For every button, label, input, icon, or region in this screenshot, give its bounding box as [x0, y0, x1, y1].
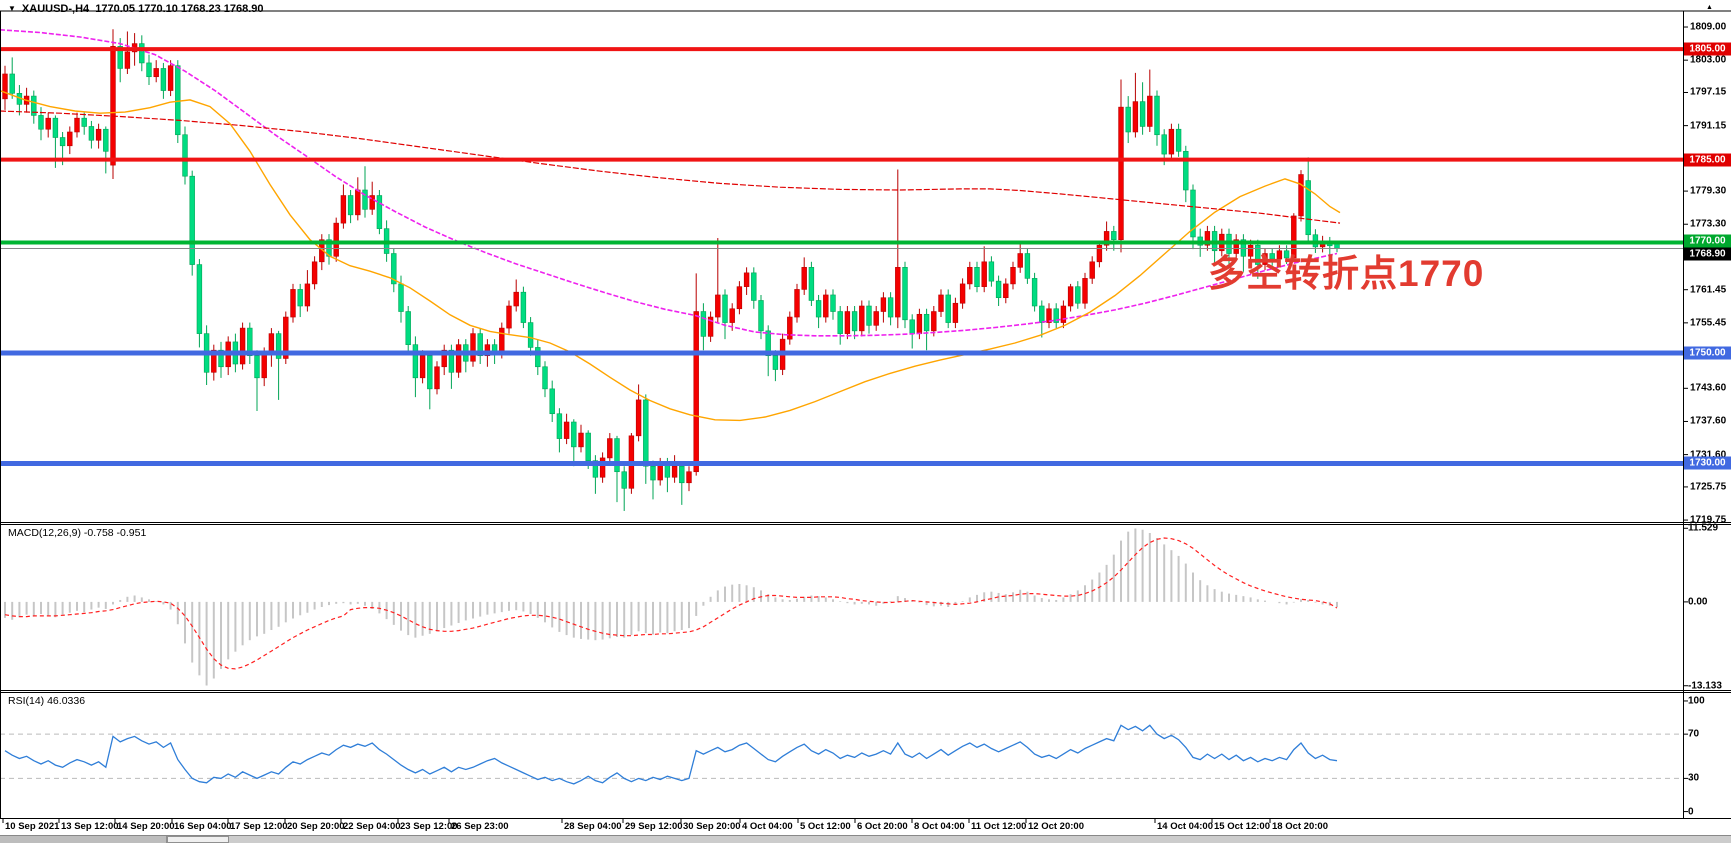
macd-indicator-label: MACD(12,26,9) -0.758 -0.951 [8, 527, 147, 539]
price-tick-label: 1731.60 [1690, 449, 1727, 461]
chart-title: ▼ XAUUSD-,H4 1770.05 1770.10 1768.23 1768… [8, 3, 264, 15]
ohlc-values: 1770.05 1770.10 1768.23 1768.90 [95, 3, 264, 15]
macd-histogram [4, 528, 1338, 686]
scrollbar-track-segment [0, 836, 167, 843]
price-tick-label: 1737.60 [1690, 415, 1727, 427]
scrollbar-thumb[interactable] [167, 836, 229, 843]
time-label: 14 Sep 20:00 [117, 821, 175, 832]
time-label: 14 Oct 04:00 [1157, 821, 1213, 832]
horizontal-scrollbar[interactable] [0, 836, 1731, 843]
ma-red-line [0, 110, 1341, 224]
rsi-tick-label: 0 [1688, 806, 1694, 818]
price-tick-label: 1743.60 [1690, 382, 1727, 394]
price-tick-label: 1761.45 [1690, 284, 1727, 296]
time-label: 6 Oct 20:00 [857, 821, 908, 832]
time-label: 11 Oct 12:00 [971, 821, 1027, 832]
price-tick-label: 1773.30 [1690, 218, 1727, 230]
price-badge[interactable]: 1768.90 [1684, 247, 1731, 261]
time-label: 15 Oct 12:00 [1214, 821, 1270, 832]
macd-tick-label: -13.133 [1688, 680, 1722, 692]
price-tick-label: 1725.75 [1690, 481, 1727, 493]
rsi-line [4, 724, 1338, 785]
price-tick-label: 1797.15 [1690, 86, 1727, 98]
time-label: 8 Oct 04:00 [914, 821, 965, 832]
rsi-tick-label: 30 [1688, 772, 1700, 784]
price-tick-label: 1755.45 [1690, 317, 1727, 329]
time-label: 17 Sep 12:00 [230, 821, 288, 832]
symbol-period-label: XAUUSD-,H4 [21, 3, 90, 15]
price-tick-label: 1791.15 [1690, 120, 1727, 132]
time-label: 22 Sep 04:00 [343, 821, 401, 832]
time-label: 16 Sep 04:00 [174, 821, 232, 832]
ma-orange-line [0, 89, 1341, 422]
price-badge[interactable]: 1805.00 [1684, 42, 1731, 56]
time-label: 10 Sep 2021 [5, 821, 60, 832]
time-label: 4 Oct 04:00 [742, 821, 793, 832]
rsi-indicator-label: RSI(14) 46.0336 [8, 695, 86, 707]
price-badge[interactable]: 1770.00 [1684, 234, 1731, 248]
time-label: 20 Sep 20:00 [287, 821, 345, 832]
time-label: 26 Sep 23:00 [451, 821, 509, 832]
time-label: 28 Sep 04:00 [564, 821, 622, 832]
annotation-text: 多空转折点1770 [1208, 253, 1485, 294]
price-badge[interactable]: 1785.00 [1684, 153, 1731, 167]
macd-tick-label: 0.00 [1688, 596, 1708, 608]
candles-layer [2, 29, 1340, 511]
time-label: 5 Oct 12:00 [800, 821, 851, 832]
price-tick-label: 1803.00 [1690, 54, 1727, 66]
price-tick-label: 1719.75 [1690, 514, 1727, 526]
price-tick-label: 1779.30 [1690, 185, 1727, 197]
rsi-tick-label: 100 [1688, 695, 1705, 707]
price-badge[interactable]: 1750.00 [1684, 346, 1731, 360]
time-label: 23 Sep 12:00 [400, 821, 458, 832]
macd-signal-line [4, 537, 1338, 670]
price-tick-label: 1809.00 [1690, 21, 1727, 33]
rsi-tick-label: 70 [1688, 728, 1700, 740]
time-label: 13 Sep 12:00 [61, 821, 119, 832]
collapse-panel-icon[interactable]: ▼ [8, 4, 16, 13]
ma-magenta-line [0, 29, 1338, 337]
time-label: 12 Oct 20:00 [1028, 821, 1084, 832]
scale-marker-icon: ▲ [1706, 4, 1713, 11]
price-badge[interactable]: 1730.00 [1684, 456, 1731, 470]
time-label: 30 Sep 20:00 [683, 821, 741, 832]
time-label: 18 Oct 20:00 [1272, 821, 1328, 832]
macd-tick-label: 11.529 [1688, 522, 1719, 534]
time-label: 29 Sep 12:00 [625, 821, 683, 832]
